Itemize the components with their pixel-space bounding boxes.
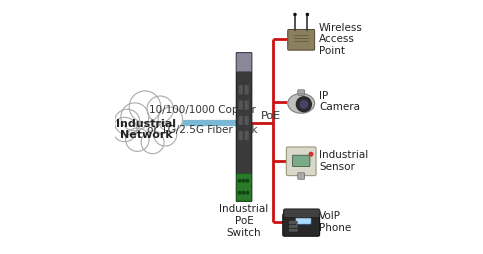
Circle shape xyxy=(309,152,313,156)
Circle shape xyxy=(289,221,292,224)
FancyBboxPatch shape xyxy=(237,174,252,201)
Circle shape xyxy=(113,117,137,142)
Circle shape xyxy=(158,107,183,132)
Text: Industrial
Sensor: Industrial Sensor xyxy=(319,150,368,172)
FancyBboxPatch shape xyxy=(236,53,252,201)
Circle shape xyxy=(295,221,297,224)
Text: Industrial
Network: Industrial Network xyxy=(116,119,176,140)
FancyBboxPatch shape xyxy=(238,100,243,110)
Circle shape xyxy=(242,192,245,194)
Circle shape xyxy=(147,96,173,122)
Circle shape xyxy=(289,225,292,227)
Text: VoIP
Phone: VoIP Phone xyxy=(319,211,351,233)
FancyBboxPatch shape xyxy=(292,155,310,167)
Circle shape xyxy=(294,13,296,15)
Circle shape xyxy=(297,97,312,112)
Ellipse shape xyxy=(127,108,168,141)
FancyBboxPatch shape xyxy=(244,131,249,141)
Circle shape xyxy=(246,180,249,182)
FancyBboxPatch shape xyxy=(244,100,249,110)
Circle shape xyxy=(154,123,177,146)
Circle shape xyxy=(295,225,297,227)
Circle shape xyxy=(126,128,149,151)
Circle shape xyxy=(292,225,294,227)
Circle shape xyxy=(238,180,241,182)
Text: Industrial
PoE
Switch: Industrial PoE Switch xyxy=(219,204,269,237)
Circle shape xyxy=(242,180,245,182)
Circle shape xyxy=(246,192,249,194)
Circle shape xyxy=(306,13,309,15)
FancyBboxPatch shape xyxy=(283,214,320,236)
FancyBboxPatch shape xyxy=(284,209,320,218)
FancyBboxPatch shape xyxy=(298,173,305,179)
Text: PoE: PoE xyxy=(260,110,281,121)
Circle shape xyxy=(114,109,140,135)
Circle shape xyxy=(295,229,297,231)
Circle shape xyxy=(129,91,161,122)
Text: 10/100/1000 Copper: 10/100/1000 Copper xyxy=(149,105,256,116)
Text: IP
Camera: IP Camera xyxy=(319,91,360,113)
FancyBboxPatch shape xyxy=(237,53,252,72)
Circle shape xyxy=(289,229,292,231)
Circle shape xyxy=(129,109,166,145)
FancyBboxPatch shape xyxy=(288,29,314,50)
Circle shape xyxy=(300,100,308,108)
Text: Wireless
Access
Point: Wireless Access Point xyxy=(319,23,363,56)
FancyBboxPatch shape xyxy=(238,85,243,95)
FancyBboxPatch shape xyxy=(296,212,311,224)
FancyBboxPatch shape xyxy=(244,85,249,95)
Text: or 1G/2.5G Fiber Link: or 1G/2.5G Fiber Link xyxy=(147,124,257,135)
FancyBboxPatch shape xyxy=(286,147,316,176)
Ellipse shape xyxy=(288,94,314,113)
FancyBboxPatch shape xyxy=(238,115,243,125)
Circle shape xyxy=(292,221,294,224)
FancyBboxPatch shape xyxy=(238,131,243,141)
Circle shape xyxy=(238,192,241,194)
FancyBboxPatch shape xyxy=(298,90,305,95)
Circle shape xyxy=(141,131,164,154)
Circle shape xyxy=(292,229,294,231)
Circle shape xyxy=(121,103,149,131)
FancyBboxPatch shape xyxy=(244,115,249,125)
